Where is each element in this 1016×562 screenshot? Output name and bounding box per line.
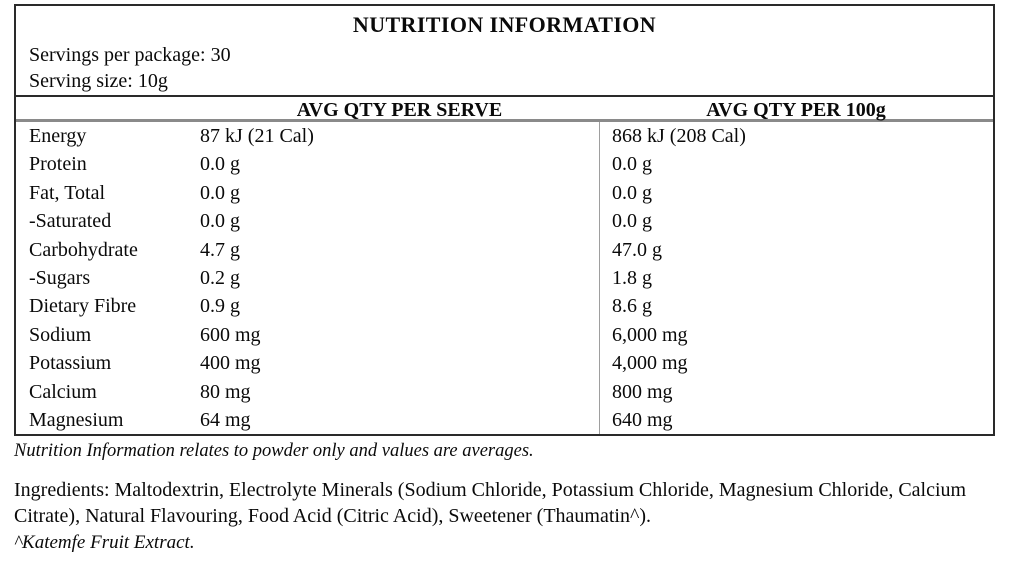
servings-block: Servings per package: 30 Serving size: 1… — [16, 42, 993, 95]
table-row: Energy 87 kJ (21 Cal) 868 kJ (208 Cal) — [16, 122, 993, 151]
nutrient-name: Protein — [29, 153, 87, 176]
column-header-row: AVG QTY PER SERVE AVG QTY PER 100g — [16, 95, 993, 122]
table-row: Calcium 80 mg 800 mg — [16, 377, 993, 406]
data-rows: Energy 87 kJ (21 Cal) 868 kJ (208 Cal) P… — [16, 122, 993, 435]
table-row: Magnesium 64 mg 640 mg — [16, 405, 993, 435]
qty-per-serve: 80 mg — [200, 380, 251, 403]
qty-per-serve: 64 mg — [200, 408, 251, 431]
col-header-per-100g: AVG QTY PER 100g — [706, 99, 886, 121]
qty-per-100g: 4,000 mg — [599, 349, 993, 378]
nutrient-name: Calcium — [29, 380, 97, 403]
nutrient-name: Fat, Total — [29, 181, 106, 204]
table-row: Fat, Total 0.0 g 0.0 g — [16, 178, 993, 208]
averages-note: Nutrition Information relates to powder … — [14, 441, 534, 462]
qty-per-serve: 87 kJ (21 Cal) — [200, 125, 314, 147]
table-row: Potassium 400 mg 4,000 mg — [16, 349, 993, 378]
table-row: Protein 0.0 g 0.0 g — [16, 150, 993, 179]
table-row: Carbohydrate 4.7 g 47.0 g — [16, 235, 993, 264]
nutrient-name: -Saturated — [29, 210, 112, 233]
qty-per-100g: 868 kJ (208 Cal) — [599, 122, 993, 151]
col-header-per-serve: AVG QTY PER SERVE — [296, 99, 503, 121]
table-row: Sodium 600 mg 6,000 mg — [16, 320, 993, 350]
table-row: Dietary Fibre 0.9 g 8.6 g — [16, 292, 993, 321]
table-row: -Sugars 0.2 g 1.8 g — [16, 263, 993, 293]
qty-per-serve: 0.9 g — [200, 295, 240, 318]
nutrient-name: Potassium — [29, 352, 112, 375]
ingredients-text: Ingredients: Maltodextrin, Electrolyte M… — [14, 479, 967, 528]
nutrient-name: -Sugars — [29, 266, 91, 289]
qty-per-serve: 0.2 g — [200, 266, 240, 289]
col-header-spacer — [16, 97, 200, 119]
qty-per-serve: 400 mg — [200, 352, 261, 375]
qty-per-serve: 4.7 g — [200, 238, 240, 261]
table-row: -Saturated 0.0 g 0.0 g — [16, 207, 993, 236]
qty-per-100g: 0.0 g — [599, 150, 993, 179]
qty-per-100g: 640 mg — [599, 405, 993, 435]
nutrient-name: Magnesium — [29, 408, 124, 431]
panel-title: NUTRITION INFORMATION — [352, 12, 657, 37]
qty-per-serve: 0.0 g — [200, 153, 240, 176]
qty-per-100g: 6,000 mg — [599, 320, 993, 350]
serving-size: Serving size: 10g — [29, 70, 168, 92]
qty-per-100g: 0.0 g — [599, 178, 993, 208]
qty-per-100g: 47.0 g — [599, 235, 993, 264]
qty-per-serve: 0.0 g — [200, 210, 240, 233]
nutrition-panel: NUTRITION INFORMATION Servings per packa… — [14, 4, 995, 437]
qty-per-100g: 1.8 g — [599, 263, 993, 293]
qty-per-100g: 800 mg — [599, 377, 993, 406]
nutrient-name: Sodium — [29, 323, 92, 346]
servings-per-package: Servings per package: 30 — [29, 44, 231, 66]
qty-per-100g: 8.6 g — [599, 292, 993, 321]
qty-per-serve: 0.0 g — [200, 181, 240, 204]
nutrient-name: Energy — [29, 125, 87, 147]
sweetener-footnote: ^Katemfe Fruit Extract. — [14, 532, 195, 554]
nutrient-name: Dietary Fibre — [29, 295, 137, 318]
nutrient-name: Carbohydrate — [29, 238, 138, 261]
qty-per-100g: 0.0 g — [599, 207, 993, 236]
qty-per-serve: 600 mg — [200, 323, 261, 346]
